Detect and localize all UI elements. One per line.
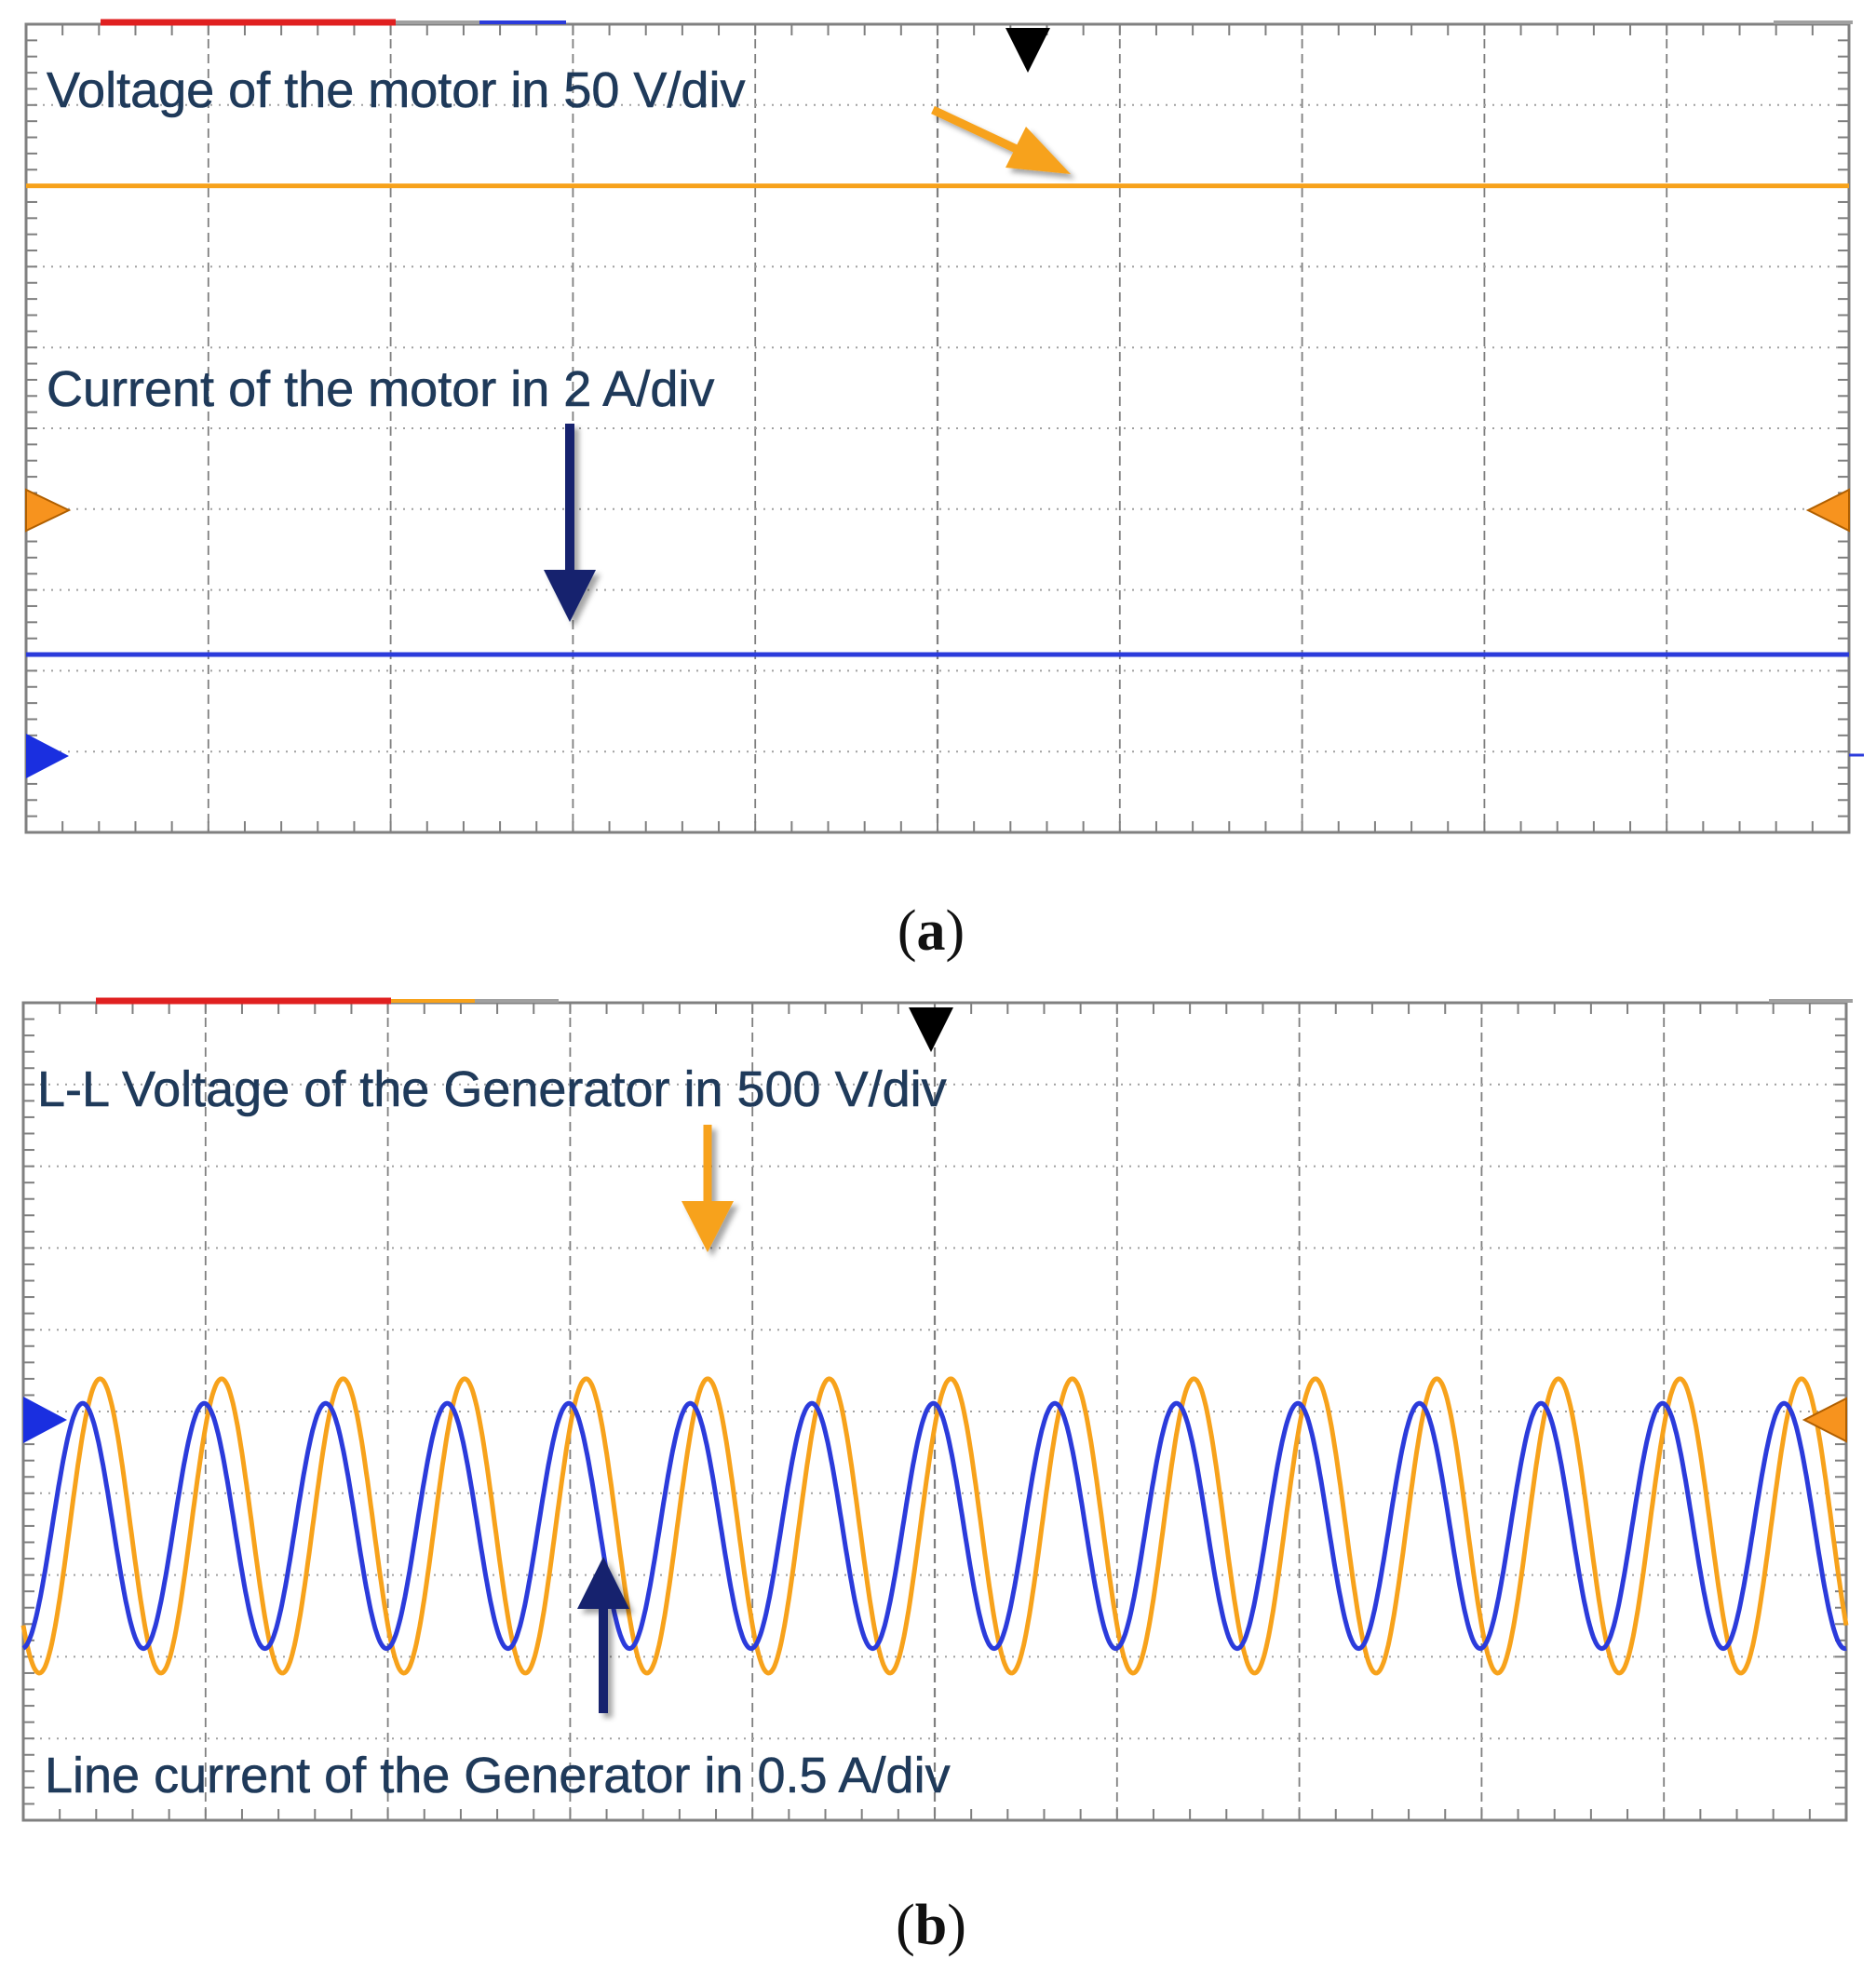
scope-panel-b: L-L Voltage of the Generator in 500 V/di… [23, 1001, 1853, 1820]
generator-current-label: Line current of the Generator in 0.5 A/d… [45, 1748, 951, 1803]
voltage-arrow-a [933, 110, 1024, 153]
trigger-marker-b [909, 1007, 953, 1052]
current-level-marker-left-b [23, 1397, 67, 1443]
caption-a-letter: a [917, 899, 946, 963]
caption-b: (b) [896, 1894, 966, 1957]
scope-grid-a [26, 24, 1849, 832]
caption-a: (a) [898, 899, 965, 963]
voltage-level-marker-right-a [1808, 490, 1849, 531]
generator-voltage-label: L-L Voltage of the Generator in 500 V/di… [37, 1061, 947, 1117]
voltage-arrowhead-a [1005, 127, 1071, 174]
scope-panel-a: Voltage of the motor in 50 V/div Current… [26, 22, 1864, 832]
motor-current-label: Current of the motor in 2 A/div [47, 361, 714, 417]
motor-voltage-label: Voltage of the motor in 50 V/div [47, 62, 745, 118]
current-level-marker-left-a [26, 734, 69, 778]
caption-b-letter: b [915, 1894, 947, 1957]
voltage-level-marker-right-b [1804, 1398, 1846, 1441]
trigger-marker-a [1005, 28, 1050, 73]
current-arrowhead-a [544, 570, 596, 622]
voltage-arrowhead-b [682, 1201, 734, 1252]
voltage-level-marker-left-a [26, 490, 69, 531]
